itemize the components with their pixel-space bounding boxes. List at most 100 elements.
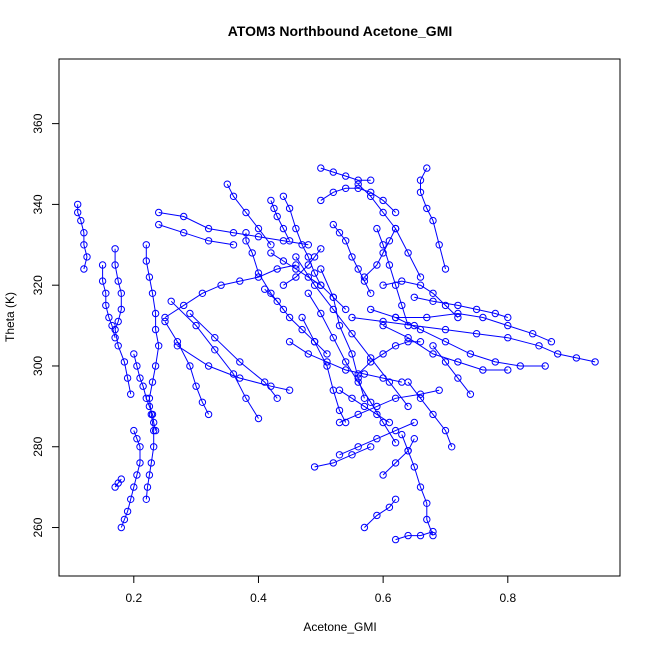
data-point [423, 499, 431, 507]
data-point [267, 241, 275, 249]
data-point [80, 229, 88, 237]
series-line [77, 204, 88, 270]
series-line [364, 228, 397, 278]
data-point [416, 325, 425, 334]
series-line [339, 422, 415, 456]
data-point [223, 180, 232, 188]
data-point [180, 212, 188, 221]
data-point [198, 289, 207, 297]
data-point [379, 350, 387, 358]
data-point [404, 402, 412, 411]
data-point [204, 224, 213, 233]
data-point [435, 241, 443, 249]
series-line [339, 389, 440, 423]
data-point [410, 463, 418, 471]
data-point [273, 394, 281, 402]
series-line [382, 325, 508, 371]
series-line [164, 321, 210, 415]
data-point [348, 313, 356, 322]
series-line [282, 196, 322, 286]
data-point [591, 358, 599, 366]
data-point [335, 406, 344, 415]
data-point [329, 220, 337, 229]
data-point [379, 374, 387, 382]
data-point [130, 483, 138, 491]
data-point [261, 378, 269, 386]
data-point [161, 317, 169, 326]
series-line [120, 430, 141, 528]
data-point [117, 475, 126, 483]
data-point [448, 443, 456, 451]
data-point [547, 338, 556, 346]
data-point [429, 342, 437, 350]
data-point [348, 253, 356, 261]
data-point [342, 237, 350, 245]
data-point [136, 374, 144, 382]
y-axis-label: Theta (K) [3, 292, 17, 342]
data-point [367, 398, 375, 406]
series-line [351, 317, 596, 363]
data-point [267, 196, 275, 205]
data-point [398, 277, 406, 285]
data-point [472, 330, 481, 338]
data-point [142, 257, 151, 265]
data-point [329, 293, 337, 301]
data-point [147, 459, 156, 467]
data-point [151, 362, 160, 370]
data-point [441, 301, 450, 310]
series-line [102, 265, 116, 338]
data-point [151, 426, 160, 435]
data-point [242, 208, 250, 217]
data-point [504, 313, 512, 322]
data-point [441, 358, 450, 366]
data-point [133, 471, 141, 479]
data-point [385, 261, 394, 269]
data-point [504, 321, 512, 330]
data-point [416, 176, 425, 184]
series-line [301, 317, 347, 423]
data-point [348, 330, 356, 338]
data-point [367, 443, 375, 451]
data-point [348, 451, 356, 459]
data-point [317, 309, 325, 318]
data-point [416, 281, 425, 289]
data-point [304, 261, 312, 269]
data-point [398, 378, 406, 386]
data-point [423, 204, 431, 213]
chart-title: ATOM3 Northbound Acetone_GMI [228, 23, 453, 39]
data-point [404, 378, 412, 386]
data-point [373, 435, 381, 443]
data-point [354, 180, 362, 188]
data-point [385, 237, 394, 245]
y-tick-label: 340 [31, 194, 45, 214]
series-line [226, 183, 272, 246]
series-line [332, 224, 372, 294]
data-point [261, 285, 269, 293]
data-point [114, 317, 122, 326]
data-point [111, 325, 119, 334]
x-axis-label: Acetone_GMI [303, 620, 376, 634]
series-line [158, 224, 234, 246]
y-tick-label: 300 [31, 356, 45, 376]
series-line [382, 438, 415, 476]
data-point [410, 418, 418, 427]
data-point [242, 237, 250, 245]
data-point [136, 459, 144, 467]
data-point [304, 350, 312, 358]
data-point [367, 358, 375, 366]
data-point [373, 410, 381, 419]
data-point [479, 313, 487, 322]
data-point [117, 289, 126, 297]
data-point [391, 208, 400, 217]
data-point [454, 313, 462, 322]
data-point [429, 410, 437, 419]
data-point [279, 192, 288, 201]
series-line [370, 308, 546, 367]
data-point [139, 382, 147, 390]
data-point [150, 443, 158, 451]
data-point [211, 346, 219, 354]
data-point [354, 184, 362, 193]
series-line [158, 212, 309, 246]
data-point [354, 265, 362, 273]
